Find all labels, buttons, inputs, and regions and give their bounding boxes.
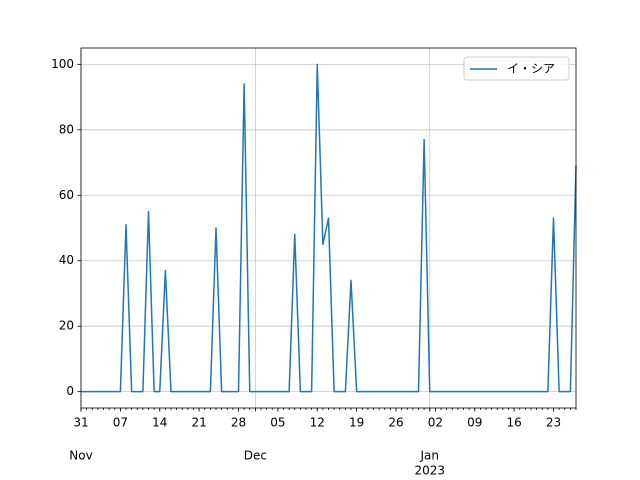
x-tick-label: 14 — [152, 416, 167, 430]
axes-frame — [80, 47, 577, 409]
y-tick-label: 100 — [51, 57, 74, 71]
x-tick-label: 02 — [428, 416, 443, 430]
x-tick-label: 23 — [546, 416, 561, 430]
line — [81, 63, 577, 393]
y-tick-label: 40 — [59, 253, 74, 267]
legend-label: イ・シア — [507, 62, 555, 76]
y-tick-label: 0 — [66, 384, 74, 398]
y-tick-label: 80 — [59, 122, 74, 136]
y-tick-label: 60 — [59, 188, 74, 202]
legend-box — [463, 56, 570, 81]
x-tick-label: 07 — [113, 416, 128, 430]
x-tick-label: 09 — [467, 416, 482, 430]
y-tick-label: 20 — [59, 319, 74, 333]
month-label: Nov — [69, 449, 92, 463]
x-tick-label: 05 — [270, 416, 285, 430]
year-label: 2023 — [414, 464, 445, 478]
x-tick-label: 26 — [388, 416, 403, 430]
month-label: Dec — [244, 449, 267, 463]
x-tick-label: 21 — [191, 416, 206, 430]
x-tick-label: 16 — [506, 416, 521, 430]
x-tick-label: 31 — [73, 416, 88, 430]
month-label: Jan — [420, 449, 440, 463]
x-tick-label: 28 — [231, 416, 246, 430]
x-tick-label: 12 — [310, 416, 325, 430]
x-tick-label: 19 — [349, 416, 364, 430]
